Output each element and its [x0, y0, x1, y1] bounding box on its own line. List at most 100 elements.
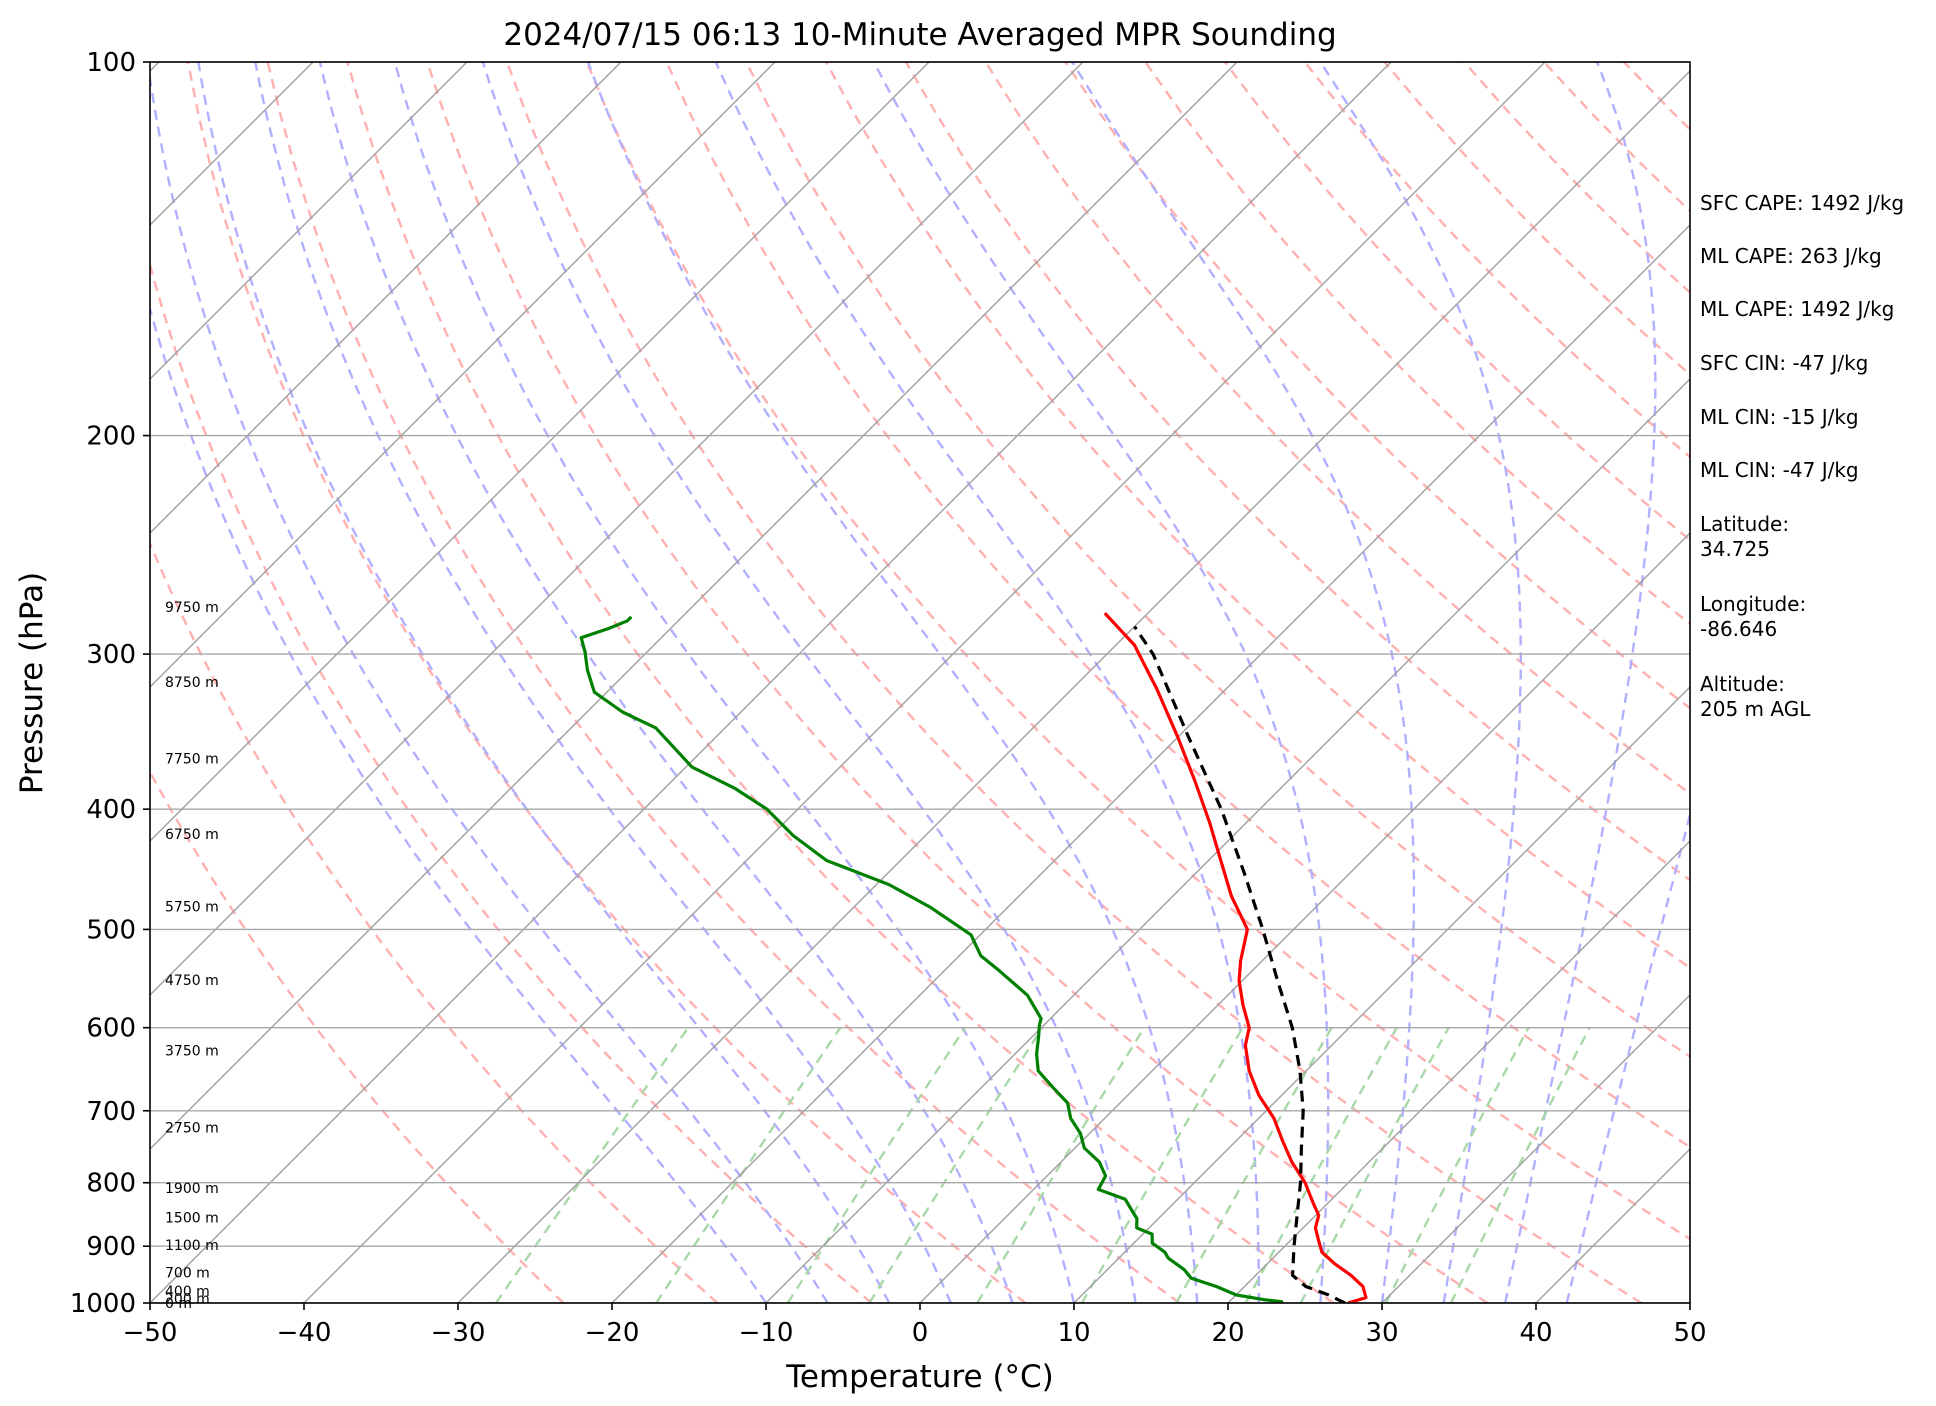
x-tick-label: −20	[585, 1318, 640, 1348]
y-tick-label: 200	[86, 422, 136, 452]
isotherm-line	[303, 62, 1546, 1303]
isotherm-line	[150, 62, 622, 534]
stat-line: -86.646	[1700, 617, 1777, 641]
dewpoint-profile-line	[579, 615, 1284, 1303]
dry-adiabat-line	[266, 62, 1181, 1303]
y-tick-label: 700	[86, 1097, 136, 1127]
height-label: 1500 m	[165, 1210, 219, 1226]
stats-panel: SFC CAPE: 1492 J/kg ML CAPE: 263 J/kg ML C…	[1700, 191, 1904, 721]
y-tick-label: 100	[86, 48, 136, 78]
height-label: 7750 m	[165, 751, 219, 767]
y-axis-ticks: 100 200 300 400 500 600 700 800 900 1000	[70, 48, 150, 1319]
height-label: 200 m	[165, 1292, 210, 1308]
stat-line: Latitude:	[1700, 512, 1789, 536]
height-label: 1100 m	[165, 1238, 219, 1254]
dry-adiabat-line	[150, 540, 719, 1303]
dry-adiabat-line	[150, 260, 873, 1303]
isotherm-line	[150, 62, 1084, 996]
height-label: 6750 m	[165, 827, 219, 843]
stat-line: ML CAPE: 1492 J/kg	[1700, 297, 1894, 321]
isotherm-line	[150, 62, 1238, 1150]
y-tick-label: 800	[86, 1169, 136, 1199]
isotherm-line	[765, 378, 1690, 1303]
y-tick-label: 500	[86, 915, 136, 945]
moist-adiabat-line	[393, 62, 1076, 1303]
stat-line: Altitude:	[1700, 672, 1785, 696]
parcel-profile-line	[1133, 625, 1346, 1303]
moist-adiabat-line	[254, 62, 952, 1303]
background-lines	[150, 62, 1690, 1303]
isotherm-line	[611, 224, 1690, 1303]
height-label: 4750 m	[165, 973, 219, 989]
height-labels: 9750 m 8750 m 7750 m 6750 m 5750 m 4750 m 3750…	[165, 600, 219, 1312]
stat-line: 34.725	[1700, 537, 1770, 561]
dry-adiabat-line	[745, 62, 1690, 1059]
dry-adiabat-line	[346, 62, 1335, 1303]
x-axis-label: Temperature (°C)	[785, 1359, 1054, 1395]
moist-adiabat-line	[150, 71, 829, 1303]
dry-adiabat-line	[1064, 62, 1690, 710]
series-layer	[579, 612, 1368, 1303]
isotherm-line	[1073, 686, 1690, 1303]
moist-adiabat-line	[1565, 809, 1690, 1303]
moist-adiabat-line	[197, 62, 891, 1303]
y-tick-label: 900	[86, 1232, 136, 1262]
stat-line: ML CIN: -47 J/kg	[1700, 458, 1859, 482]
stat-line: SFC CIN: -47 J/kg	[1700, 351, 1868, 375]
isotherm-line	[150, 62, 1392, 1303]
stat-line: ML CAPE: 263 J/kg	[1700, 244, 1882, 268]
height-label: 3750 m	[165, 1044, 219, 1060]
x-tick-label: −40	[277, 1318, 332, 1348]
x-tick-label: 10	[1057, 1318, 1090, 1348]
height-label: 1900 m	[165, 1181, 219, 1197]
stat-line: SFC CAPE: 1492 J/kg	[1700, 191, 1904, 215]
dry-adiabat-line	[426, 62, 1489, 1303]
height-label: 2750 m	[165, 1120, 219, 1136]
dry-adiabat-line	[904, 62, 1690, 882]
x-tick-label: 0	[912, 1318, 929, 1348]
dry-adiabat-line	[505, 62, 1643, 1303]
x-tick-label: −10	[739, 1318, 794, 1348]
stat-line: ML CIN: -15 J/kg	[1700, 405, 1859, 429]
x-tick-label: −30	[431, 1318, 486, 1348]
height-label: 8750 m	[165, 675, 219, 691]
x-tick-label: 50	[1673, 1318, 1706, 1348]
height-label: 400 m	[165, 1284, 210, 1300]
moist-adiabat-line	[1071, 62, 1416, 1303]
stat-line: 205 m AGL	[1700, 697, 1811, 721]
isotherm-line	[1381, 994, 1690, 1303]
y-tick-label: 300	[86, 640, 136, 670]
height-label: 700 m	[165, 1266, 210, 1282]
y-axis-label: Pressure (hPa)	[14, 572, 50, 794]
x-tick-label: −50	[123, 1318, 178, 1348]
stat-line: Longitude:	[1700, 592, 1806, 616]
moist-adiabat-line	[150, 304, 767, 1303]
moist-adiabat-line	[586, 62, 1199, 1303]
y-tick-label: 600	[86, 1014, 136, 1044]
isotherm-line	[1227, 840, 1690, 1303]
x-tick-label: 30	[1365, 1318, 1398, 1348]
mixing-ratio-line	[1449, 1027, 1591, 1303]
isotherm-line	[150, 62, 776, 688]
moist-adiabat-line	[714, 62, 1260, 1303]
temperature-profile-line	[1103, 612, 1368, 1303]
height-label: 9750 m	[165, 600, 219, 616]
isotherm-line	[457, 70, 1690, 1303]
height-label: 5750 m	[165, 899, 219, 915]
dry-adiabat-line	[186, 62, 1027, 1303]
moist-adiabat-line	[481, 62, 1137, 1303]
moist-adiabat-line	[318, 62, 1014, 1303]
dry-adiabat-line	[150, 769, 565, 1303]
x-axis-ticks: −50 −40 −30 −20 −10 0 10 20 30 40 50	[123, 1303, 1707, 1348]
x-tick-label: 20	[1211, 1318, 1244, 1348]
isotherm-line	[150, 62, 930, 842]
chart-title: 2024/07/15 06:13 10-Minute Averaged MPR …	[503, 17, 1336, 53]
moist-adiabat-line	[872, 62, 1330, 1303]
height-label: 0 m	[165, 1296, 192, 1312]
dry-adiabat-line	[665, 62, 1690, 1149]
y-tick-label: 1000	[70, 1289, 136, 1319]
moist-adiabat-line	[1504, 62, 1657, 1303]
mixing-ratio-line	[1384, 1027, 1530, 1303]
